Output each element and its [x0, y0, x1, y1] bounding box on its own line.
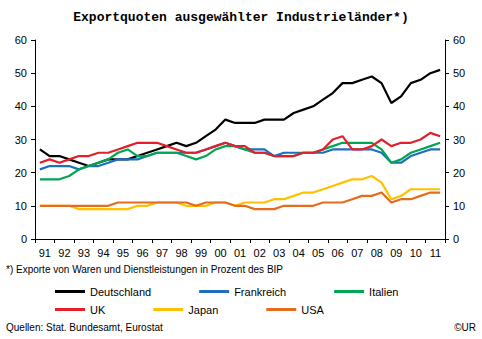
svg-text:97: 97: [156, 247, 168, 259]
svg-text:06: 06: [332, 247, 344, 259]
svg-text:10: 10: [15, 200, 27, 212]
svg-text:00: 00: [214, 247, 226, 259]
svg-text:04: 04: [293, 247, 305, 259]
svg-text:99: 99: [195, 247, 207, 259]
svg-text:08: 08: [371, 247, 383, 259]
svg-text:©UR: ©UR: [454, 322, 476, 333]
svg-text:30: 30: [453, 134, 465, 146]
svg-text:03: 03: [273, 247, 285, 259]
svg-text:95: 95: [117, 247, 129, 259]
svg-text:50: 50: [15, 67, 27, 79]
svg-text:10: 10: [410, 247, 422, 259]
svg-text:98: 98: [175, 247, 187, 259]
svg-text:10: 10: [453, 200, 465, 212]
svg-text:UK: UK: [90, 304, 106, 316]
svg-text:Exportquoten ausgewählter Indu: Exportquoten ausgewählter Industrielände…: [73, 10, 408, 25]
svg-text:Quellen: Stat. Bundesamt, Euro: Quellen: Stat. Bundesamt, Eurostat: [6, 322, 163, 333]
svg-text:09: 09: [390, 247, 402, 259]
svg-text:Deutschland: Deutschland: [90, 286, 151, 298]
svg-text:40: 40: [15, 100, 27, 112]
svg-text:93: 93: [78, 247, 90, 259]
svg-text:01: 01: [234, 247, 246, 259]
svg-text:60: 60: [453, 34, 465, 46]
svg-text:11: 11: [430, 247, 441, 259]
svg-text:USA: USA: [301, 304, 324, 316]
svg-text:*) Exporte von Waren und Diens: *) Exporte von Waren und Dienstleistunge…: [6, 264, 283, 275]
svg-text:Italien: Italien: [369, 286, 398, 298]
svg-text:96: 96: [136, 247, 148, 259]
svg-text:92: 92: [58, 247, 70, 259]
svg-text:Japan: Japan: [188, 304, 218, 316]
svg-text:07: 07: [351, 247, 363, 259]
svg-text:02: 02: [254, 247, 266, 259]
svg-text:20: 20: [453, 167, 465, 179]
svg-text:94: 94: [97, 247, 109, 259]
svg-text:91: 91: [39, 247, 51, 259]
svg-text:Frankreich: Frankreich: [234, 286, 286, 298]
svg-text:50: 50: [453, 67, 465, 79]
svg-text:0: 0: [453, 233, 459, 245]
svg-text:0: 0: [21, 233, 27, 245]
svg-text:30: 30: [15, 134, 27, 146]
svg-text:40: 40: [453, 100, 465, 112]
svg-text:05: 05: [312, 247, 324, 259]
svg-text:20: 20: [15, 167, 27, 179]
svg-text:60: 60: [15, 34, 27, 46]
